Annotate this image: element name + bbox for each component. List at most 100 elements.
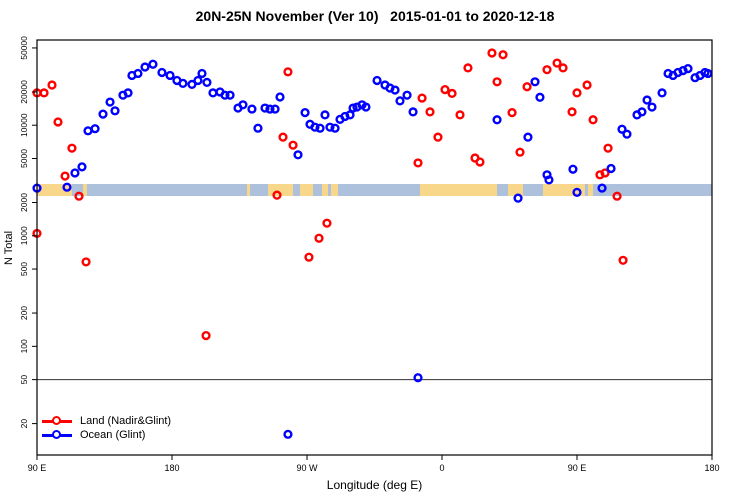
ocean-point [293, 150, 303, 160]
ocean-point [157, 67, 167, 78]
y-tick-label: 2000 [19, 193, 29, 212]
ocean-point [703, 68, 713, 79]
ocean-point [98, 109, 108, 119]
land-point [522, 82, 532, 92]
ocean-marker-icon [42, 430, 72, 440]
ocean-point [70, 168, 80, 178]
ocean-point [90, 124, 100, 134]
ocean-point [178, 78, 188, 88]
land-point [278, 132, 288, 142]
x-tick-label: 90 E [28, 463, 47, 473]
ocean-point [110, 106, 120, 116]
map-strip-land [331, 183, 339, 196]
ocean-point [123, 88, 133, 98]
x-tick-label: 90 E [568, 463, 587, 473]
ocean-point [683, 64, 693, 74]
land-point [60, 171, 70, 181]
ocean-point [390, 85, 400, 95]
ocean-point [535, 92, 545, 102]
land-point [47, 80, 57, 90]
land-point [567, 107, 577, 117]
map-strip-land [247, 183, 250, 196]
land-point [603, 143, 613, 153]
ocean-point [647, 102, 657, 112]
ocean-point [283, 429, 293, 439]
map-strip-land [268, 183, 294, 196]
ocean-point [372, 75, 382, 86]
ocean-point [275, 92, 285, 102]
land-point [314, 233, 324, 243]
ocean-point [572, 187, 582, 197]
land-point [417, 93, 427, 103]
y-tick-label: 50 [19, 375, 29, 385]
land-point [447, 88, 457, 99]
y-tick-label: 5000 [19, 149, 29, 168]
land-point [413, 158, 423, 168]
ocean-point [523, 132, 533, 142]
ocean-point [530, 77, 540, 87]
land-point [463, 63, 473, 73]
land-point [475, 157, 485, 167]
ocean-point [622, 129, 632, 139]
y-tick-label: 1000 [19, 226, 29, 245]
ocean-point [62, 182, 72, 192]
map-strip-land [508, 183, 523, 196]
ocean-point [83, 126, 93, 136]
x-tick-label: 180 [164, 463, 179, 473]
ocean-point [140, 62, 150, 72]
land-point [67, 143, 77, 153]
ocean-point [220, 90, 230, 100]
land-point [455, 110, 465, 120]
y-tick-label: 20000 [19, 80, 29, 104]
ocean-point [165, 70, 175, 81]
ocean-point [657, 88, 667, 98]
ocean-point [513, 193, 523, 203]
x-tick-label: 0 [439, 463, 444, 473]
land-point [507, 108, 517, 118]
map-strip-land [542, 183, 585, 196]
land-point [558, 63, 568, 73]
ocean-point [544, 175, 554, 185]
land-point [53, 117, 63, 127]
ocean-point [413, 373, 423, 383]
ocean-point [340, 111, 350, 122]
ocean-point [133, 68, 143, 79]
ocean-point [148, 59, 158, 69]
land-point [600, 168, 610, 178]
ocean-point [208, 88, 218, 98]
map-strip-land [587, 183, 594, 196]
map-strip-land [83, 183, 87, 196]
ocean-point [568, 164, 578, 174]
y-tick-label: 10000 [19, 113, 29, 137]
land-point [618, 255, 628, 265]
ocean-point [408, 107, 418, 117]
ocean-point [265, 104, 275, 114]
land-point [272, 190, 282, 200]
land-point [288, 140, 298, 150]
ocean-point [310, 122, 320, 132]
land-point [492, 77, 502, 87]
ocean-point [270, 104, 280, 114]
ocean-point [225, 90, 235, 100]
map-strip-land [419, 183, 498, 196]
ocean-point [597, 183, 607, 193]
ocean-point [361, 102, 371, 112]
ocean-point [606, 163, 616, 174]
land-point [304, 252, 314, 262]
land-point [322, 218, 332, 228]
x-axis-label: Longitude (deg E) [326, 478, 423, 492]
map-strip-land [299, 183, 313, 196]
x-tick-label: 180 [704, 463, 719, 473]
land-point [498, 50, 508, 60]
land-point [515, 147, 525, 157]
land-point [440, 84, 450, 95]
ocean-point [197, 68, 207, 79]
ocean-point [247, 104, 257, 114]
ocean-point [300, 108, 310, 118]
ocean-point [637, 107, 647, 117]
land-point [612, 191, 622, 201]
y-tick-label: 20 [19, 419, 29, 429]
land-point [582, 80, 592, 90]
land-point [552, 58, 562, 68]
map-strip-land [37, 183, 72, 196]
